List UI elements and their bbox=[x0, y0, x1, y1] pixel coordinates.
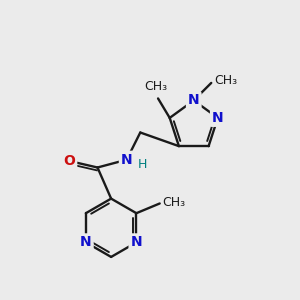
Text: N: N bbox=[188, 93, 200, 107]
Text: CH₃: CH₃ bbox=[145, 80, 168, 93]
Text: N: N bbox=[130, 236, 142, 249]
Text: N: N bbox=[121, 153, 133, 167]
Text: CH₃: CH₃ bbox=[214, 74, 237, 88]
Text: N: N bbox=[212, 111, 224, 125]
Text: H: H bbox=[137, 158, 147, 171]
Text: CH₃: CH₃ bbox=[163, 196, 186, 209]
Text: N: N bbox=[80, 236, 92, 249]
Text: O: O bbox=[63, 154, 75, 168]
